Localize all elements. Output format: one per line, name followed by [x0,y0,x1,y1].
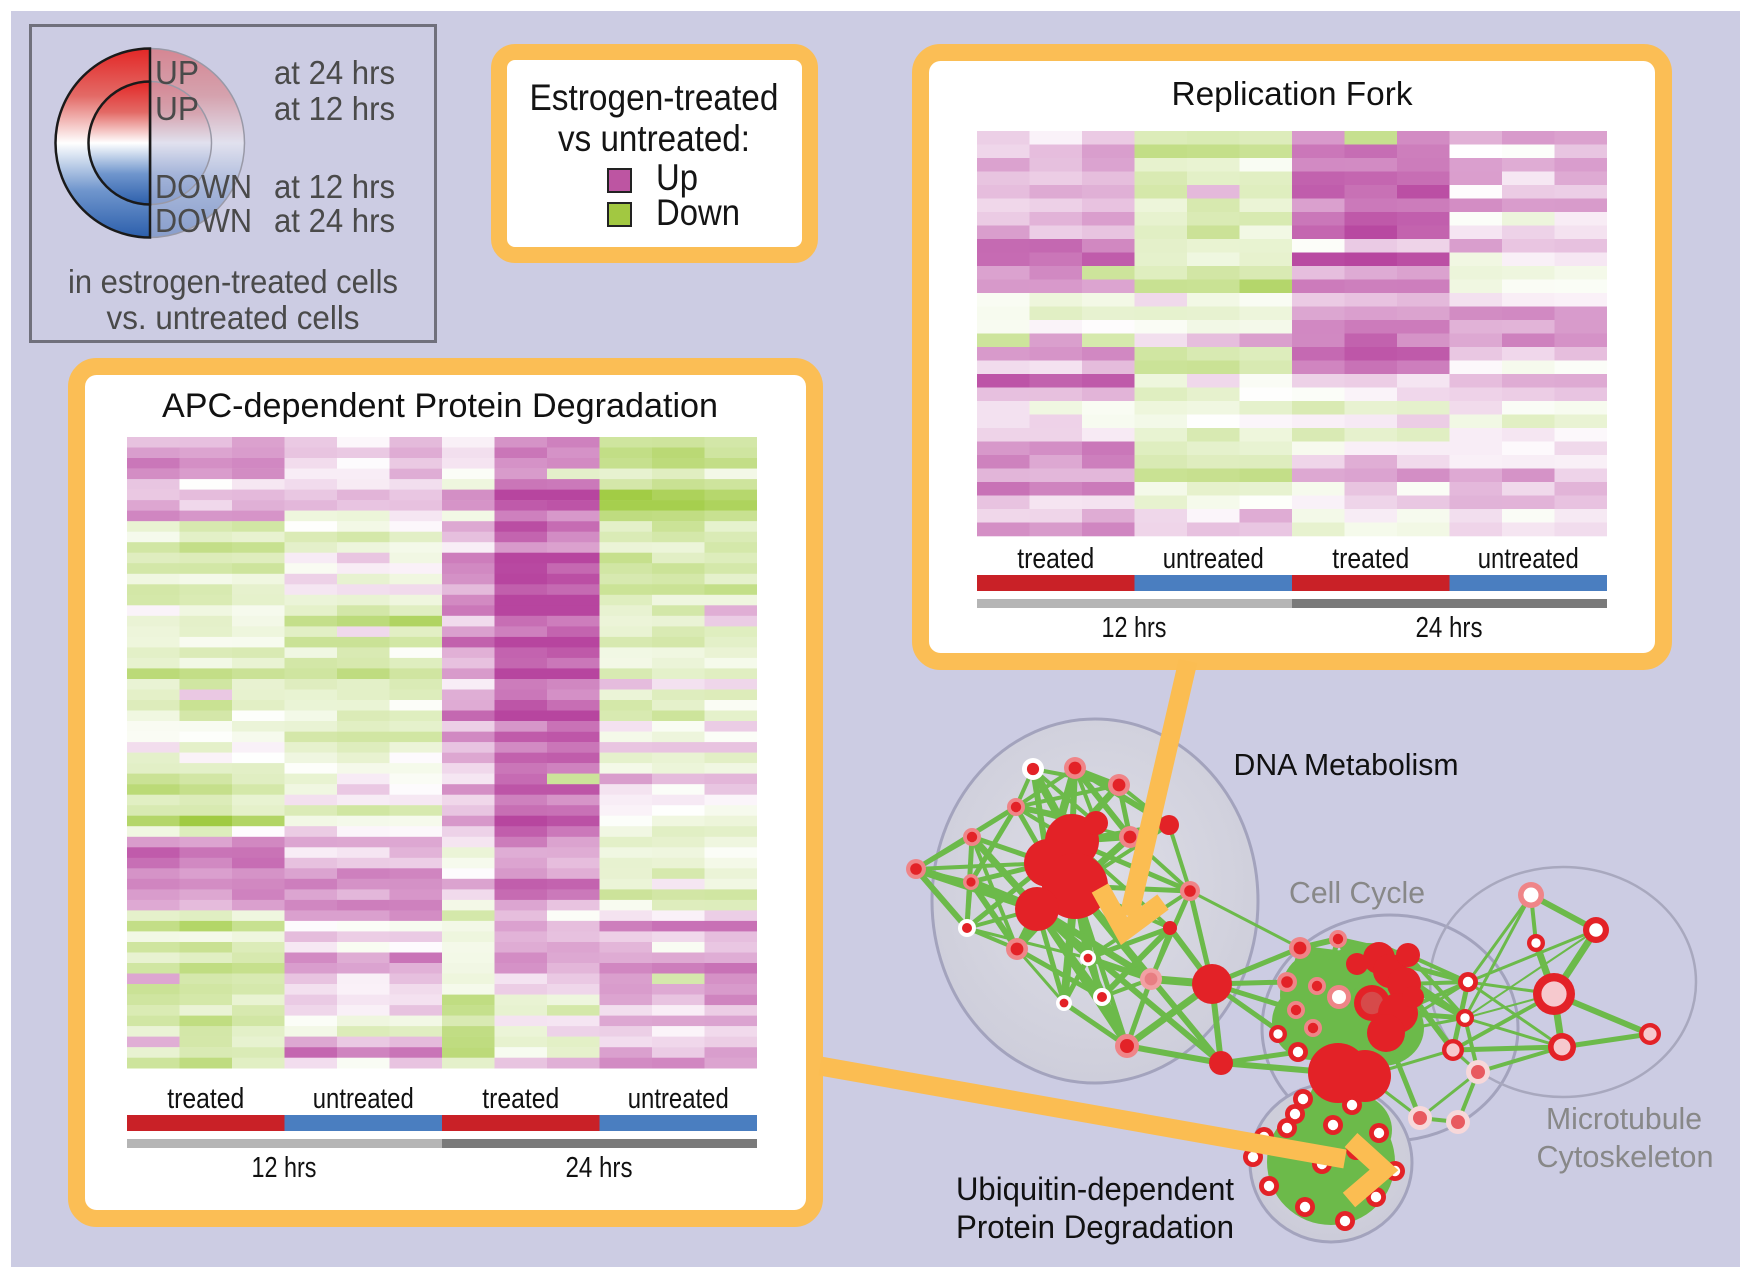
svg-text:treated: treated [167,1083,244,1115]
svg-text:untreated: untreated [313,1083,414,1115]
svg-text:Down: Down [656,192,740,233]
svg-text:DOWN: DOWN [155,168,252,205]
svg-text:24 hrs: 24 hrs [566,1152,633,1184]
svg-text:Protein Degradation: Protein Degradation [956,1209,1234,1245]
svg-text:Up: Up [656,157,698,198]
svg-text:untreated: untreated [628,1083,729,1115]
svg-text:untreated: untreated [1163,543,1264,575]
svg-text:vs untreated:: vs untreated: [558,118,750,159]
svg-text:APC-dependent Protein Degradat: APC-dependent Protein Degradation [162,387,718,425]
svg-text:UP: UP [155,90,199,127]
svg-text:Microtubule: Microtubule [1546,1101,1702,1136]
svg-text:at 24 hrs: at 24 hrs [274,54,395,91]
svg-text:Cytoskeleton: Cytoskeleton [1537,1139,1714,1174]
svg-text:vs. untreated cells: vs. untreated cells [107,299,360,336]
svg-text:Cell Cycle: Cell Cycle [1289,875,1425,910]
svg-text:untreated: untreated [1478,543,1579,575]
svg-text:24 hrs: 24 hrs [1416,612,1483,644]
svg-text:Estrogen-treated: Estrogen-treated [530,77,779,118]
svg-text:Replication Fork: Replication Fork [1172,75,1413,112]
svg-text:DNA Metabolism: DNA Metabolism [1234,747,1459,782]
svg-text:at 24 hrs: at 24 hrs [274,202,395,239]
svg-text:UP: UP [155,54,199,91]
svg-text:at 12 hrs: at 12 hrs [274,90,395,127]
svg-text:Ubiquitin-dependent: Ubiquitin-dependent [956,1171,1234,1207]
svg-text:12 hrs: 12 hrs [1102,612,1167,644]
svg-text:treated: treated [1017,543,1094,575]
svg-text:12 hrs: 12 hrs [252,1152,317,1184]
svg-text:treated: treated [482,1083,559,1115]
svg-text:DOWN: DOWN [155,202,252,239]
svg-text:in estrogen-treated cells: in estrogen-treated cells [68,263,398,300]
svg-text:treated: treated [1332,543,1409,575]
svg-text:at 12 hrs: at 12 hrs [274,168,395,205]
